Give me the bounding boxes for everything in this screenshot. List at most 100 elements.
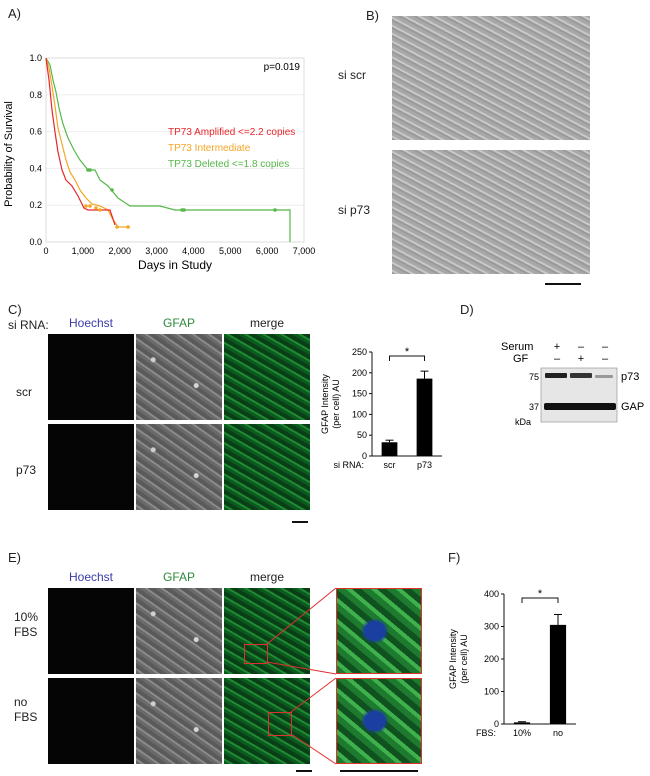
e-zoom-no: [336, 678, 422, 764]
bar-ylabel-line2: (per cell) AU: [331, 379, 341, 429]
e-gfap-10pct: [136, 588, 222, 674]
e-row-10pct-fbs: 10% FBS: [14, 610, 39, 639]
bar-category-label: 10%: [513, 728, 531, 738]
bar-ytick-label: 0: [494, 719, 499, 729]
c-row-p73: p73: [16, 463, 37, 477]
bar-ytick-label: 0: [362, 451, 367, 461]
bar-ytick-label: 400: [484, 589, 499, 599]
e-hoechst-10pct: [48, 588, 134, 674]
c-col-merge: merge: [249, 316, 284, 330]
survival-xtick: 4,000: [182, 246, 205, 256]
survival-xtick: 2,000: [108, 246, 131, 256]
survival-xlabel: Days in Study: [138, 258, 212, 272]
d-mw-75: 75: [529, 372, 539, 382]
panel-a-label: A): [8, 6, 21, 21]
bar-ytick-label: 50: [357, 430, 367, 440]
intermediate-censor-marks: [84, 204, 130, 229]
e-inset-box-10pct: [244, 644, 268, 664]
e-row-no-fbs: no FBS: [14, 695, 38, 724]
c-hoechst-p73: [48, 424, 134, 510]
d-gf-sign-3: –: [602, 353, 609, 365]
bar-ytick-label: 300: [484, 622, 499, 632]
p-value: p=0.019: [264, 62, 301, 73]
bar-p73: [416, 378, 433, 456]
bar-category-label: no: [553, 728, 563, 738]
d-band-gapdh: GAPDH: [621, 401, 645, 413]
significance-star: *: [405, 346, 410, 358]
d-p73-band-1: [545, 373, 567, 378]
e-col-merge: merge: [249, 570, 284, 584]
e-hoechst-no: [48, 678, 134, 764]
survival-xtick: 7,000: [293, 246, 316, 256]
curve-amplified: [45, 57, 116, 226]
bar-ytick-label: 100: [484, 687, 499, 697]
d-gf-sign-2: +: [578, 353, 584, 365]
significance-bracket: [521, 597, 559, 603]
b-row-scr: si scr: [338, 68, 366, 82]
survival-ytick: 0.4: [29, 163, 42, 173]
significance-star: *: [538, 588, 543, 600]
d-p73-band-2: [570, 373, 592, 378]
deleted-censor-marks: [86, 168, 277, 212]
e-zoom-scale-bar: [340, 770, 418, 772]
bar-x-prefix: si RNA:: [333, 460, 364, 470]
survival-ytick: 0.6: [29, 127, 42, 137]
survival-ylabel: Probability of Survival: [3, 101, 15, 207]
survival-yticks: 0.0 0.2 0.4 0.6 0.8 1.0: [29, 53, 304, 247]
survival-xtick: 5,000: [219, 246, 242, 256]
panel-b-label: B): [366, 8, 379, 23]
bar-ytick-label: 250: [352, 347, 367, 357]
d-serum-sign-3: –: [602, 341, 609, 353]
d-serum-sign-2: –: [578, 341, 585, 353]
bar-ytick-label: 100: [352, 409, 367, 419]
survival-xtick: 3,000: [145, 246, 168, 256]
legend-amplified: TP73 Amplified <=2.2 copies: [168, 127, 295, 138]
b-row-p73: si p73: [338, 203, 371, 217]
curve-intermediate: [45, 57, 130, 228]
c-gfap-bar-chart: 0 50 100 150 200 250 scr p73 si RNA: * GFAP Intens…: [320, 346, 442, 470]
bar-no: [549, 624, 567, 724]
bar-ytick-label: 200: [484, 654, 499, 664]
c-gfap-scr: [136, 334, 222, 420]
survival-xticks: 0 1,000 2,000 3,000 4,000 5,000 6,000 7,000: [43, 246, 315, 256]
bar-ylabel-line1: GFAP Intensity: [320, 374, 330, 434]
c-scale-bar: [292, 521, 308, 523]
survival-xtick: 1,000: [72, 246, 95, 256]
panel-c-label: C): [8, 302, 22, 317]
d-band-p73: p73: [621, 371, 639, 383]
bar-ylabel-line2: (per cell) AU: [459, 634, 469, 684]
b-scale-bar: [545, 283, 581, 285]
d-serum-label: Serum: [501, 341, 533, 353]
bar-ytick-label: 200: [352, 368, 367, 378]
bar-ytick-label: 150: [352, 389, 367, 399]
bar-ylabel-line1: GFAP Intensity: [448, 629, 458, 689]
c-merge-scr: [224, 334, 310, 420]
e-zoom-10pct: [336, 588, 422, 674]
western-blot: Serum GF + – – – + – 75 37 kDa p73 GAPDH: [501, 341, 645, 427]
d-gf-sign-1: –: [554, 353, 561, 365]
survival-ytick: 0.8: [29, 90, 42, 100]
d-kda: kDa: [515, 417, 531, 427]
f-gfap-bar-chart: 0 100 200 300 400 10% no FBS: * GFAP Intensity (pe…: [448, 588, 576, 738]
bar-category-label: scr: [384, 460, 396, 470]
b-phase-image-scr: [392, 16, 590, 140]
c-merge-p73: [224, 424, 310, 510]
d-mw-37: 37: [529, 402, 539, 412]
survival-xtick: 0: [43, 246, 48, 256]
survival-chart: Probability of Survival 0.0 0.2 0.4 0.6 0.8 1…: [3, 53, 315, 272]
survival-ytick: 0.0: [29, 237, 42, 247]
e-inset-box-no: [268, 712, 292, 736]
c-hoechst-scr: [48, 334, 134, 420]
e-col-hoechst: Hoechst: [68, 570, 114, 584]
bar-category-label: p73: [417, 460, 432, 470]
d-gapdh-band: [544, 403, 616, 410]
significance-bracket: [389, 355, 425, 361]
d-serum-sign-1: +: [554, 341, 560, 353]
survival-ytick: 1.0: [29, 53, 42, 63]
e-gfap-no: [136, 678, 222, 764]
legend-deleted: TP73 Deleted <=1.8 copies: [168, 159, 289, 170]
panel-d-label: D): [460, 302, 474, 317]
e-zoom-connectors: [266, 588, 337, 765]
panel-e-label: E): [8, 550, 21, 565]
c-gfap-p73: [136, 424, 222, 510]
